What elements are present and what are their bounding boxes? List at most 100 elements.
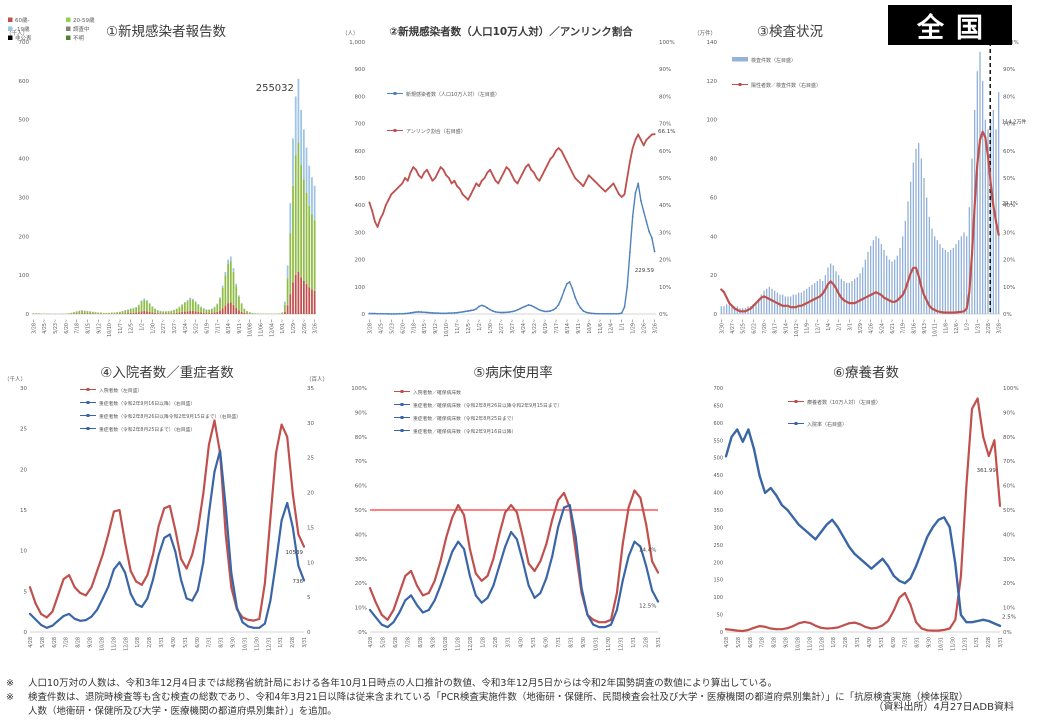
- svg-text:70%: 70%: [659, 122, 671, 128]
- svg-text:4/27~: 4/27~: [730, 319, 736, 334]
- svg-text:450: 450: [713, 473, 723, 479]
- svg-text:12/31: 12/31: [266, 637, 272, 651]
- svg-text:2/1~: 2/1~: [837, 319, 843, 331]
- svg-text:550: 550: [713, 438, 723, 444]
- svg-text:25: 25: [20, 427, 27, 433]
- svg-text:2/27~: 2/27~: [161, 319, 167, 334]
- svg-text:入院率（右目盛）: 入院率（右目盛）: [807, 421, 847, 428]
- svg-text:3/31: 3/31: [998, 637, 1004, 648]
- svg-text:140: 140: [707, 40, 718, 46]
- svg-text:600: 600: [355, 149, 366, 155]
- chart-2-canvas: 0 100 200 300 400 500 600 700 800 900 1,000 （人） 0% 10…: [342, 30, 675, 337]
- svg-text:2/28: 2/28: [290, 637, 296, 648]
- svg-text:20: 20: [307, 491, 314, 497]
- footnote-2: ※ 検査件数は、退院時検査等も含む検査の総数であり、令和4年3月21日以降は従来…: [6, 691, 964, 719]
- svg-text:736: 736: [293, 579, 304, 585]
- svg-text:3/28~: 3/28~: [367, 319, 373, 334]
- chart-1-title: ①新規感染者報告数: [105, 24, 227, 40]
- svg-text:1/31: 1/31: [278, 637, 284, 648]
- svg-text:陽性者数／検査件数（右目盛）: 陽性者数／検査件数（右目盛）: [751, 82, 821, 89]
- svg-text:400: 400: [19, 157, 30, 163]
- svg-text:10: 10: [307, 560, 314, 566]
- svg-text:3/31: 3/31: [656, 637, 662, 648]
- svg-text:9/30: 9/30: [231, 637, 237, 648]
- svg-text:8/28: 8/28: [772, 637, 778, 648]
- svg-text:11/30: 11/30: [606, 637, 612, 651]
- svg-text:8/16~: 8/16~: [911, 319, 917, 334]
- svg-text:100: 100: [19, 273, 30, 279]
- svg-text:1/31: 1/31: [974, 637, 980, 648]
- svg-text:11/7~: 11/7~: [455, 319, 461, 334]
- svg-text:30%: 30%: [355, 557, 367, 563]
- svg-text:70%: 70%: [355, 459, 367, 465]
- svg-text:10%: 10%: [355, 606, 367, 612]
- svg-text:3/31: 3/31: [506, 637, 512, 648]
- svg-text:7/31: 7/31: [207, 637, 213, 648]
- svg-text:8/31: 8/31: [219, 637, 225, 648]
- svg-text:11/30: 11/30: [950, 637, 956, 651]
- svg-text:-19歳: -19歳: [15, 25, 30, 33]
- svg-text:200: 200: [19, 234, 30, 240]
- svg-text:非公表: 非公表: [15, 34, 32, 42]
- svg-text:3/1~: 3/1~: [847, 319, 853, 331]
- svg-text:12/28: 12/28: [123, 637, 129, 651]
- svg-text:1/1~: 1/1~: [620, 319, 626, 331]
- svg-text:600: 600: [713, 421, 723, 427]
- chart-6-title: ⑥療養者数: [832, 365, 900, 381]
- svg-text:229.59: 229.59: [635, 268, 655, 274]
- svg-text:40%: 40%: [1003, 532, 1015, 538]
- svg-text:6/30: 6/30: [543, 637, 549, 648]
- svg-text:0: 0: [307, 630, 311, 636]
- svg-text:50%: 50%: [1003, 176, 1015, 182]
- svg-text:1/28: 1/28: [481, 637, 487, 648]
- svg-text:3/27~: 3/27~: [510, 319, 516, 334]
- svg-text:3/28~: 3/28~: [997, 319, 1003, 334]
- svg-text:7/20~: 7/20~: [762, 319, 768, 334]
- chart-3-title: ③検査状況: [756, 24, 824, 40]
- svg-text:4/24~: 4/24~: [183, 319, 189, 334]
- svg-text:20: 20: [710, 273, 717, 279]
- svg-text:0%: 0%: [1003, 312, 1012, 318]
- svg-text:1/31~: 1/31~: [975, 319, 981, 334]
- svg-text:10/28: 10/28: [99, 637, 105, 651]
- svg-text:9/28: 9/28: [784, 637, 790, 648]
- svg-text:90%: 90%: [659, 67, 671, 73]
- chart-cell-cases-per-100k: ②新規感染者数（人口10万人対）／アンリンク割合 0 100 200 300 400 50…: [330, 6, 692, 358]
- svg-text:1,000: 1,000: [349, 40, 365, 46]
- svg-text:20%: 20%: [659, 258, 671, 264]
- chart-3-canvas: 0 20 40 60 80 100 120 140 （万件） 0% 10% 20% 30% 40% 50% 6…: [694, 29, 1026, 337]
- svg-text:4/30: 4/30: [518, 637, 524, 648]
- svg-text:400: 400: [355, 203, 366, 209]
- svg-text:40%: 40%: [355, 532, 367, 538]
- svg-text:12/5~: 12/5~: [129, 319, 135, 334]
- svg-text:アンリンク割合（右目盛）: アンリンク割合（右目盛）: [406, 128, 466, 135]
- svg-text:114.2万件: 114.2万件: [1002, 119, 1026, 126]
- svg-text:2/28: 2/28: [843, 637, 849, 648]
- svg-text:1/2~: 1/2~: [477, 319, 483, 331]
- svg-text:11/28: 11/28: [111, 637, 117, 651]
- svg-text:9/30: 9/30: [927, 637, 933, 648]
- svg-text:60%: 60%: [1003, 484, 1015, 490]
- footnote-2-marker: ※: [6, 691, 14, 703]
- svg-text:12/5~: 12/5~: [466, 319, 472, 334]
- svg-text:7/17~: 7/17~: [554, 319, 560, 334]
- svg-text:（万件）: （万件）: [694, 29, 716, 37]
- chart-2-title: ②新規感染者数（人口10万人対）／アンリンク割合: [389, 26, 633, 38]
- svg-text:8/15~: 8/15~: [85, 319, 91, 334]
- svg-text:9/28: 9/28: [88, 637, 94, 648]
- svg-text:500: 500: [713, 456, 723, 462]
- svg-text:入院者数／確保病床数: 入院者数／確保病床数: [413, 389, 461, 396]
- svg-text:500: 500: [19, 118, 30, 124]
- svg-text:40%: 40%: [659, 203, 671, 209]
- svg-text:9/12~: 9/12~: [96, 319, 102, 334]
- svg-text:7/31: 7/31: [556, 637, 562, 648]
- svg-text:20%: 20%: [1003, 258, 1015, 264]
- svg-text:11/06~: 11/06~: [259, 319, 265, 337]
- svg-text:100: 100: [355, 285, 366, 291]
- svg-text:9/12~: 9/12~: [433, 319, 439, 334]
- svg-text:3/30~: 3/30~: [719, 319, 725, 334]
- svg-text:30: 30: [307, 421, 314, 427]
- svg-text:4/26~: 4/26~: [869, 319, 875, 334]
- svg-text:10/31: 10/31: [593, 637, 599, 651]
- svg-text:11/9~: 11/9~: [805, 319, 811, 334]
